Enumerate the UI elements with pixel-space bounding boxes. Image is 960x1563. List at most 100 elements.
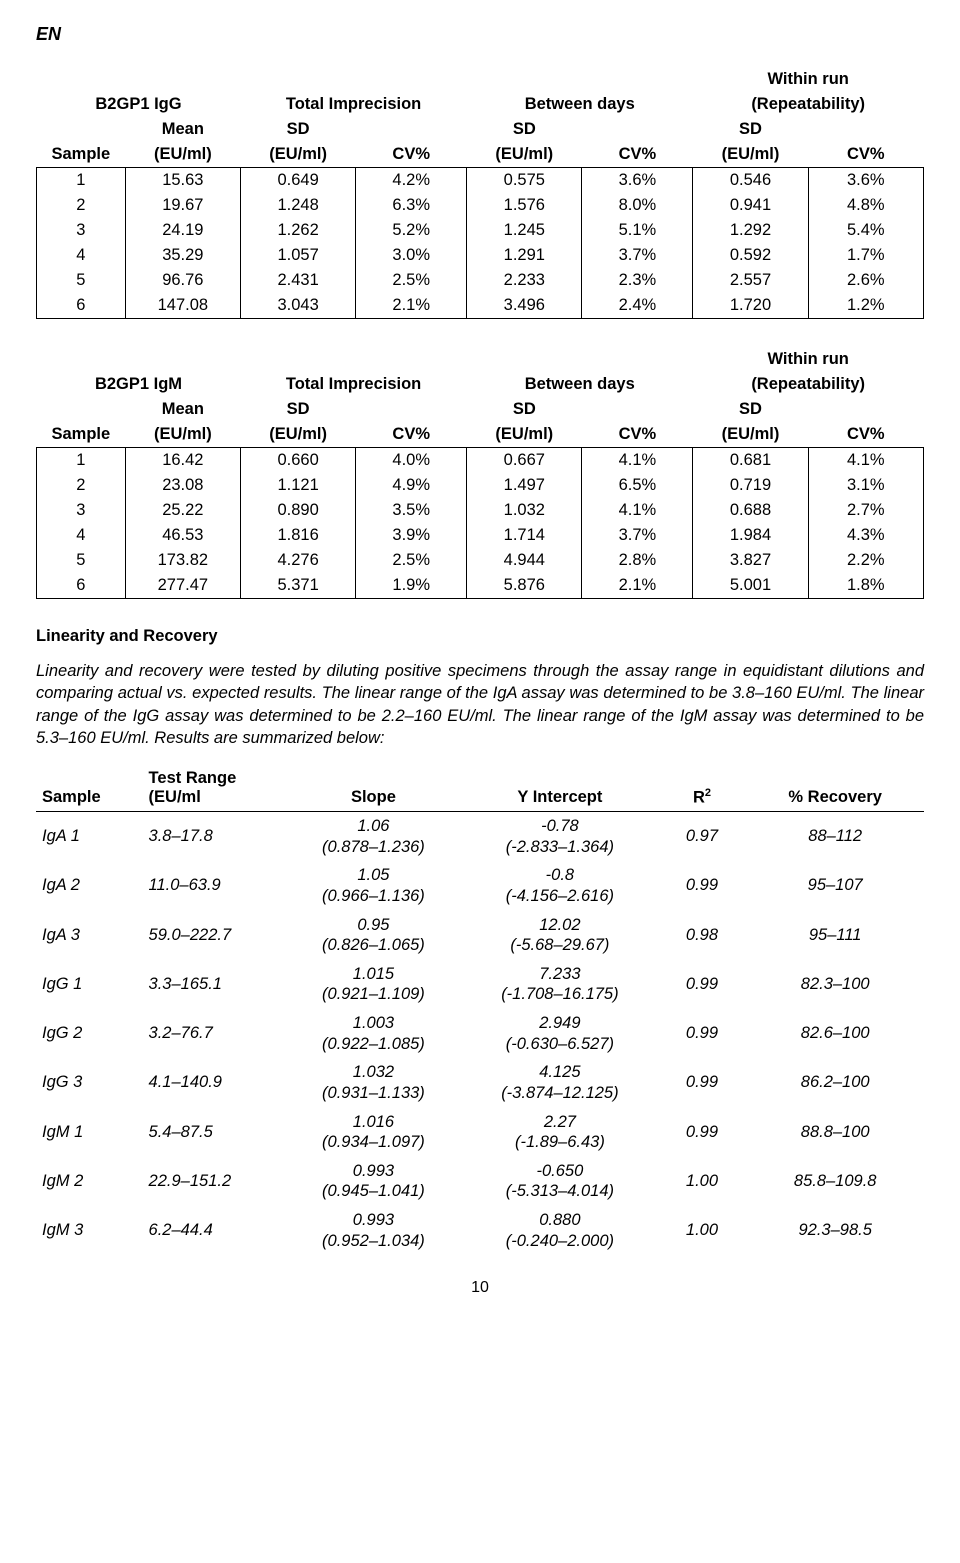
table-cell: 3.9% xyxy=(356,523,467,548)
table-row: 324.191.2625.2%1.2455.1%1.2925.4% xyxy=(37,218,924,243)
sd-unit: (EU/ml) xyxy=(693,142,808,168)
cv-hdr: CV% xyxy=(356,422,467,448)
r2-cell: 0.99 xyxy=(658,960,747,1009)
table-cell: 4.944 xyxy=(467,548,582,573)
cv-hdr: CV% xyxy=(808,142,923,168)
yintercept-cell: 0.880(-0.240–2.000) xyxy=(462,1206,657,1255)
table-row: IgG 34.1–140.91.032(0.931–1.133)4.125(-3… xyxy=(36,1058,924,1107)
cv-hdr: CV% xyxy=(582,142,693,168)
language-code: EN xyxy=(36,24,924,45)
sample-name: IgM 2 xyxy=(36,1157,143,1206)
mean-hdr: Mean xyxy=(125,397,240,422)
table-cell: 4.9% xyxy=(356,473,467,498)
sample-name: IgG 3 xyxy=(36,1058,143,1107)
table-cell: 173.82 xyxy=(125,548,240,573)
table-row: 116.420.6604.0%0.6674.1%0.6814.1% xyxy=(37,448,924,474)
table-cell: 46.53 xyxy=(125,523,240,548)
range-hdr: Test Range (EU/ml xyxy=(143,765,285,812)
test-range: 6.2–44.4 xyxy=(143,1206,285,1255)
precision-table-igm: Within run B2GP1 IgM Total Imprecision B… xyxy=(36,347,924,599)
table-cell: 2.4% xyxy=(582,293,693,319)
table-cell: 15.63 xyxy=(125,168,240,194)
sd-hdr: SD xyxy=(693,117,808,142)
table-row: 596.762.4312.5%2.2332.3%2.5572.6% xyxy=(37,268,924,293)
table-cell: 0.660 xyxy=(240,448,355,474)
page-number: 10 xyxy=(36,1279,924,1297)
table-cell: 1.8% xyxy=(808,573,923,599)
table-cell: 1.497 xyxy=(467,473,582,498)
recovery-cell: 92.3–98.5 xyxy=(746,1206,924,1255)
table-cell: 4.1% xyxy=(582,498,693,523)
slope-hdr: Slope xyxy=(285,765,463,812)
recovery-cell: 86.2–100 xyxy=(746,1058,924,1107)
table-cell: 1.262 xyxy=(240,218,355,243)
table-row: IgA 211.0–63.91.05(0.966–1.136)-0.8(-4.1… xyxy=(36,861,924,910)
table-cell: 2.557 xyxy=(693,268,808,293)
sample-name: IgG 2 xyxy=(36,1009,143,1058)
table-cell: 3.1% xyxy=(808,473,923,498)
table-cell: 4.3% xyxy=(808,523,923,548)
slope-cell: 1.05(0.966–1.136) xyxy=(285,861,463,910)
r2-cell: 0.99 xyxy=(658,861,747,910)
total-imprecision-hdr: Total Imprecision xyxy=(240,92,466,117)
mean-unit: (EU/ml) xyxy=(125,422,240,448)
table-row: 219.671.2486.3%1.5768.0%0.9414.8% xyxy=(37,193,924,218)
test-range: 22.9–151.2 xyxy=(143,1157,285,1206)
table-cell: 6.3% xyxy=(356,193,467,218)
table-cell: 6 xyxy=(37,573,126,599)
r2-cell: 0.99 xyxy=(658,1108,747,1157)
table-cell: 0.649 xyxy=(240,168,355,194)
table-row: 446.531.8163.9%1.7143.7%1.9844.3% xyxy=(37,523,924,548)
slope-cell: 1.003(0.922–1.085) xyxy=(285,1009,463,1058)
table-cell: 2.8% xyxy=(582,548,693,573)
between-days-hdr: Between days xyxy=(467,372,693,397)
table-row: IgM 222.9–151.20.993(0.945–1.041)-0.650(… xyxy=(36,1157,924,1206)
sample-name: IgA 2 xyxy=(36,861,143,910)
mean-unit: (EU/ml) xyxy=(125,142,240,168)
table-cell: 5 xyxy=(37,268,126,293)
table-cell: 2.5% xyxy=(356,548,467,573)
table-row: 325.220.8903.5%1.0324.1%0.6882.7% xyxy=(37,498,924,523)
table-cell: 1.984 xyxy=(693,523,808,548)
sample-hdr: Sample xyxy=(37,422,126,448)
table-cell: 4.8% xyxy=(808,193,923,218)
recovery-cell: 88–112 xyxy=(746,812,924,862)
table-cell: 3 xyxy=(37,498,126,523)
slope-cell: 1.016(0.934–1.097) xyxy=(285,1108,463,1157)
test-range: 3.2–76.7 xyxy=(143,1009,285,1058)
slope-cell: 0.95(0.826–1.065) xyxy=(285,911,463,960)
table-cell: 16.42 xyxy=(125,448,240,474)
table-cell: 1.714 xyxy=(467,523,582,548)
recovery-cell: 95–111 xyxy=(746,911,924,960)
table-cell: 1.576 xyxy=(467,193,582,218)
slope-cell: 0.993(0.945–1.041) xyxy=(285,1157,463,1206)
mean-hdr: Mean xyxy=(125,117,240,142)
table-cell: 0.688 xyxy=(693,498,808,523)
table-cell: 0.941 xyxy=(693,193,808,218)
sd-unit: (EU/ml) xyxy=(240,142,355,168)
sd-unit: (EU/ml) xyxy=(693,422,808,448)
table-cell: 3.5% xyxy=(356,498,467,523)
table-row: 5173.824.2762.5%4.9442.8%3.8272.2% xyxy=(37,548,924,573)
test-range: 3.8–17.8 xyxy=(143,812,285,862)
table-cell: 2.7% xyxy=(808,498,923,523)
recovery-cell: 88.8–100 xyxy=(746,1108,924,1157)
yintercept-cell: -0.8(-4.156–2.616) xyxy=(462,861,657,910)
recovery-cell: 85.8–109.8 xyxy=(746,1157,924,1206)
table-cell: 1.720 xyxy=(693,293,808,319)
table-cell: 1 xyxy=(37,448,126,474)
table-row: 6147.083.0432.1%3.4962.4%1.7201.2% xyxy=(37,293,924,319)
table-cell: 96.76 xyxy=(125,268,240,293)
slope-cell: 1.015(0.921–1.109) xyxy=(285,960,463,1009)
yintercept-cell: 12.02(-5.68–29.67) xyxy=(462,911,657,960)
test-range: 5.4–87.5 xyxy=(143,1108,285,1157)
test-range: 11.0–63.9 xyxy=(143,861,285,910)
sd-hdr: SD xyxy=(467,117,582,142)
table-row: IgM 36.2–44.40.993(0.952–1.034)0.880(-0.… xyxy=(36,1206,924,1255)
table-cell: 2.1% xyxy=(356,293,467,319)
table-cell: 3.7% xyxy=(582,243,693,268)
table-cell: 4.2% xyxy=(356,168,467,194)
table-cell: 5.001 xyxy=(693,573,808,599)
r2-cell: 1.00 xyxy=(658,1206,747,1255)
sample-name: IgG 1 xyxy=(36,960,143,1009)
